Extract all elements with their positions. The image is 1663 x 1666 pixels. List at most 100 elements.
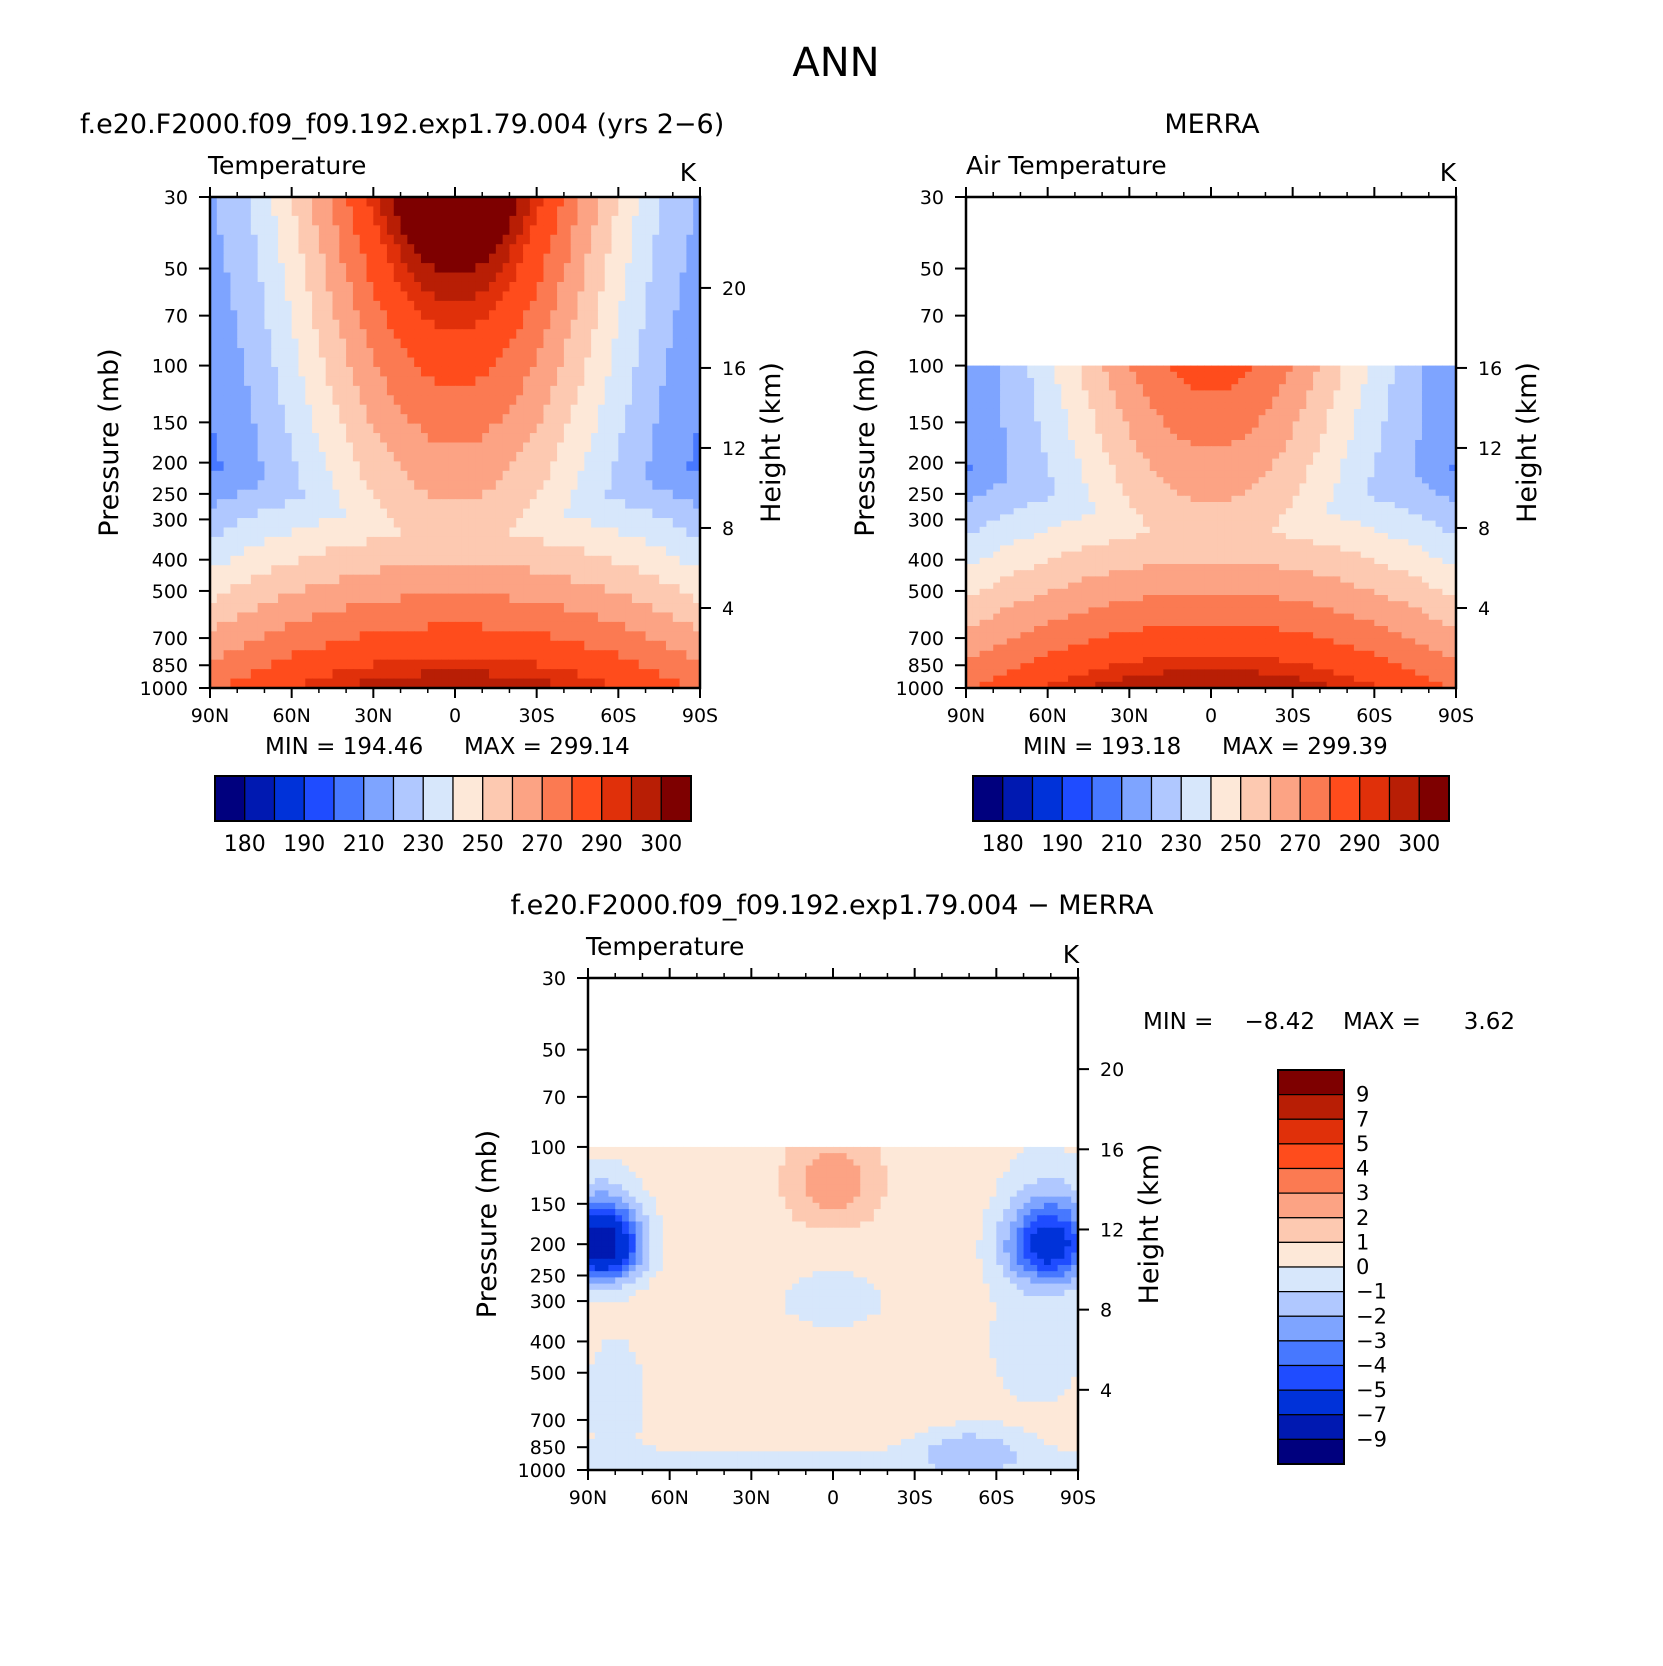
- panel1-cell: [366, 310, 374, 321]
- panel1-cell: [502, 376, 511, 387]
- panel1-cell: [448, 621, 456, 632]
- panel1-cell: [257, 234, 266, 245]
- panel1-cell: [536, 678, 545, 689]
- panel1-cell: [659, 300, 667, 311]
- panel1-cell: [693, 518, 701, 529]
- panel2-cell: [993, 402, 1001, 410]
- panel1-cell: [645, 593, 653, 604]
- panel1-cell: [291, 480, 300, 491]
- panel1-cell: [257, 357, 266, 368]
- panel1-cell: [529, 206, 538, 217]
- panel2-cell: [1285, 415, 1294, 422]
- panel2-cell: [1034, 402, 1042, 410]
- panel1-cell: [386, 480, 395, 491]
- panel2-cell: [1095, 371, 1103, 379]
- panel1-cbar-label: 180: [224, 832, 266, 857]
- panel1-cell: [659, 659, 667, 670]
- panel1-cell: [693, 593, 701, 604]
- panel1-cell: [325, 442, 334, 453]
- panel1-cell: [563, 461, 572, 472]
- panel2-cell: [1176, 371, 1185, 379]
- panel1-cell: [312, 508, 320, 519]
- panel2-cell: [1163, 377, 1171, 385]
- panel1-cell: [529, 678, 538, 689]
- panel1-cell: [523, 527, 531, 538]
- panel2-cell: [1238, 390, 1246, 398]
- panel1-cell: [244, 404, 252, 415]
- panel2-cell: [1122, 433, 1130, 441]
- panel1-cell: [604, 281, 613, 293]
- panel1-cell: [604, 215, 613, 226]
- panel1-cell: [332, 603, 340, 614]
- panel1-cell: [414, 555, 422, 566]
- panel1-cell: [625, 499, 633, 510]
- panel1-cell: [672, 678, 681, 689]
- panel1-cell: [386, 669, 395, 680]
- panel2-cell: [1326, 402, 1335, 410]
- panel1-cell: [495, 631, 504, 642]
- panel1-cell: [597, 234, 606, 245]
- panel1-cell: [584, 348, 592, 359]
- panel1-cell: [284, 197, 293, 208]
- panel2-cell: [1319, 365, 1328, 373]
- panel2-cell: [1108, 439, 1117, 447]
- panel1-cell: [475, 518, 483, 529]
- panel1-xtick-label: 90S: [682, 705, 718, 727]
- panel2-cell: [972, 452, 981, 460]
- panel1-cell: [216, 395, 225, 406]
- panel1-cell: [659, 206, 667, 217]
- panel1-cell: [672, 499, 681, 510]
- panel1-cell: [366, 593, 374, 604]
- panel1-cell: [516, 669, 524, 680]
- panel1-cell: [230, 574, 238, 585]
- panel1-cell: [625, 234, 633, 245]
- panel1-cell: [509, 215, 517, 226]
- panel1-cell: [366, 234, 374, 245]
- panel1-cell: [645, 357, 653, 368]
- panel1-cell: [455, 385, 463, 396]
- panel1-cell: [237, 650, 245, 661]
- panel1-cell: [278, 518, 286, 529]
- panel1-cell: [359, 234, 368, 245]
- panel2-cell: [1326, 415, 1335, 422]
- panel1-cell: [257, 536, 266, 547]
- panel1-cell: [597, 376, 606, 387]
- panel1-cbar-box: [511, 775, 543, 822]
- panel1-cell: [257, 197, 266, 208]
- panel1-cell: [536, 640, 545, 651]
- panel1-cell: [489, 442, 497, 453]
- panel1-cell: [339, 197, 347, 208]
- panel1-cell: [638, 253, 647, 264]
- panel1-cell: [318, 366, 327, 377]
- panel2-cell: [1006, 377, 1015, 385]
- panel2-cell: [1299, 439, 1307, 447]
- panel1-cell: [427, 442, 436, 453]
- panel1-cell: [420, 404, 429, 415]
- panel1-cell: [665, 376, 674, 387]
- panel1-cell: [216, 291, 225, 302]
- panel1-cell: [407, 574, 415, 585]
- panel1-cell: [516, 584, 524, 595]
- panel1-cell: [332, 366, 340, 377]
- panel2-cell: [1204, 384, 1212, 391]
- panel1-cell: [230, 348, 238, 359]
- panel1-cell: [244, 678, 252, 689]
- panel1-cell: [380, 546, 388, 557]
- panel2-cell: [1428, 384, 1437, 391]
- panel2-cell: [1197, 396, 1205, 404]
- panel1-cell: [482, 329, 490, 340]
- panel1-cell: [652, 310, 660, 321]
- panel1-cell: [380, 470, 388, 481]
- panel1-cell: [393, 329, 402, 340]
- panel1-cell: [427, 584, 436, 595]
- panel2-cell: [1149, 421, 1158, 429]
- panel1-cell: [631, 508, 640, 519]
- panel1-cell: [264, 376, 272, 387]
- panel1-cell: [570, 603, 579, 614]
- panel1-cell: [523, 338, 531, 349]
- panel1-cell: [223, 565, 232, 576]
- panel1-cell: [455, 480, 463, 491]
- panel1-cell: [625, 650, 633, 661]
- panel1-cell: [618, 357, 626, 368]
- panel1-cell: [577, 650, 585, 661]
